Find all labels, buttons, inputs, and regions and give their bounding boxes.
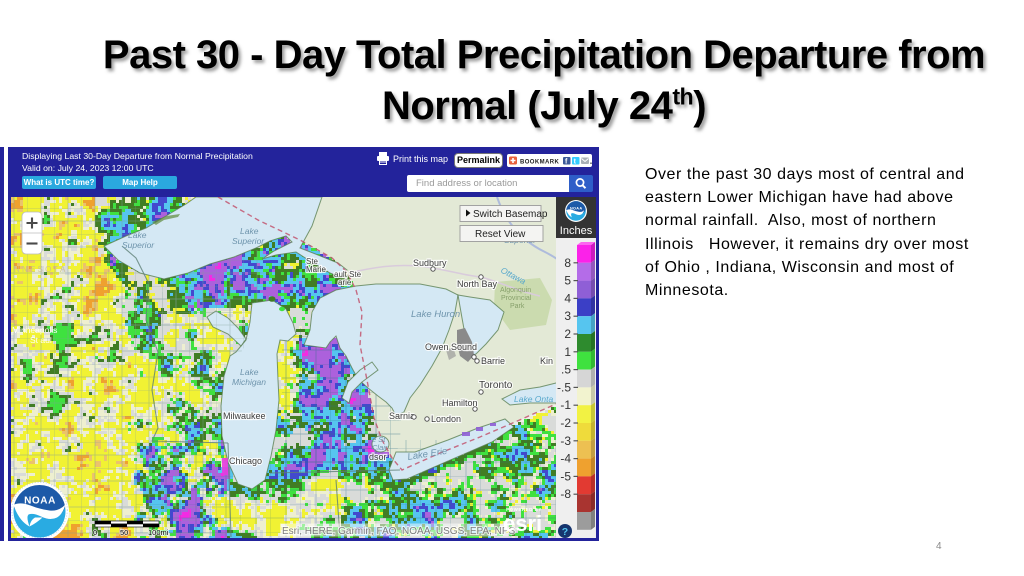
svg-text:Marie: Marie: [306, 265, 327, 274]
svg-text:North Bay: North Bay: [457, 279, 498, 289]
svg-text:Clair: Clair: [372, 443, 388, 452]
svg-text:?: ?: [562, 526, 568, 538]
svg-text:POWERED BY: POWERED BY: [506, 507, 542, 512]
svg-text:St aul: St aul: [30, 335, 52, 345]
svg-text:100mi: 100mi: [148, 528, 169, 537]
svg-text:NOAA: NOAA: [570, 206, 582, 210]
svg-text:Algonquin: Algonquin: [500, 287, 531, 294]
svg-text:Owen Sound: Owen Sound: [425, 342, 477, 352]
svg-text:Kin: Kin: [540, 356, 553, 366]
svg-text:dsor: dsor: [369, 452, 387, 462]
svg-text:Hamilton: Hamilton: [442, 398, 478, 408]
svg-text:1: 1: [564, 345, 571, 359]
svg-text:Michigan: Michigan: [232, 377, 266, 387]
svg-text:Provincial: Provincial: [501, 295, 532, 302]
svg-text:N N E S O T A: N N E S O T A: [14, 265, 66, 274]
svg-text:Minneapolis: Minneapolis: [12, 325, 57, 335]
svg-text:Sarnia: Sarnia: [389, 411, 415, 421]
svg-text:Switch Basemap: Switch Basemap: [473, 209, 548, 220]
svg-text:NOAA: NOAA: [24, 496, 56, 507]
svg-text:t: t: [574, 159, 577, 166]
svg-text:Park: Park: [510, 303, 525, 310]
svg-text:-2: -2: [560, 416, 571, 430]
svg-text:Superior: Superior: [122, 240, 155, 250]
svg-text:Ste: Ste: [306, 257, 319, 266]
svg-text:0: 0: [93, 528, 97, 537]
svg-text:arie: arie: [338, 278, 352, 287]
svg-text:50: 50: [120, 528, 128, 537]
svg-text:Lake: Lake: [240, 226, 259, 236]
svg-text:-8: -8: [560, 487, 571, 501]
svg-text:2: 2: [564, 327, 571, 341]
svg-text:Barrie: Barrie: [481, 356, 505, 366]
svg-text:Inches: Inches: [560, 225, 593, 237]
svg-text:Sudbury: Sudbury: [413, 258, 447, 268]
svg-text:Reset View: Reset View: [475, 229, 526, 240]
svg-text:BOOKMARK: BOOKMARK: [520, 159, 559, 165]
svg-text:4: 4: [564, 291, 571, 305]
svg-text:Lake: Lake: [240, 367, 259, 377]
svg-text:Milwaukee: Milwaukee: [223, 411, 266, 421]
svg-text:-4: -4: [560, 452, 571, 466]
svg-text:-5: -5: [560, 469, 571, 483]
svg-text:London: London: [431, 414, 461, 424]
svg-text:5: 5: [564, 274, 571, 288]
svg-text:Esri, HERE, Garmin, FAO, NOAA,: Esri, HERE, Garmin, FAO, NOAA, USGS, EPA…: [282, 526, 516, 537]
svg-text:esri: esri: [503, 511, 542, 536]
svg-text:Lake: Lake: [128, 230, 147, 240]
svg-text:.5: .5: [561, 363, 571, 377]
svg-text:Superior: Superior: [232, 236, 265, 246]
svg-text:-1: -1: [560, 398, 571, 412]
svg-text:ault Ste: ault Ste: [334, 270, 362, 279]
svg-text:Lake Onta: Lake Onta: [514, 394, 553, 404]
svg-text:Toronto: Toronto: [479, 380, 513, 391]
svg-text:f: f: [565, 159, 568, 166]
svg-text:e St: e St: [372, 435, 386, 444]
svg-text:Chicago: Chicago: [229, 456, 262, 466]
svg-text:8: 8: [564, 256, 571, 270]
svg-text:Lake Huron: Lake Huron: [411, 309, 460, 320]
svg-text:3: 3: [564, 309, 571, 323]
svg-text:-3: -3: [560, 434, 571, 448]
svg-text:-.5: -.5: [557, 380, 571, 394]
